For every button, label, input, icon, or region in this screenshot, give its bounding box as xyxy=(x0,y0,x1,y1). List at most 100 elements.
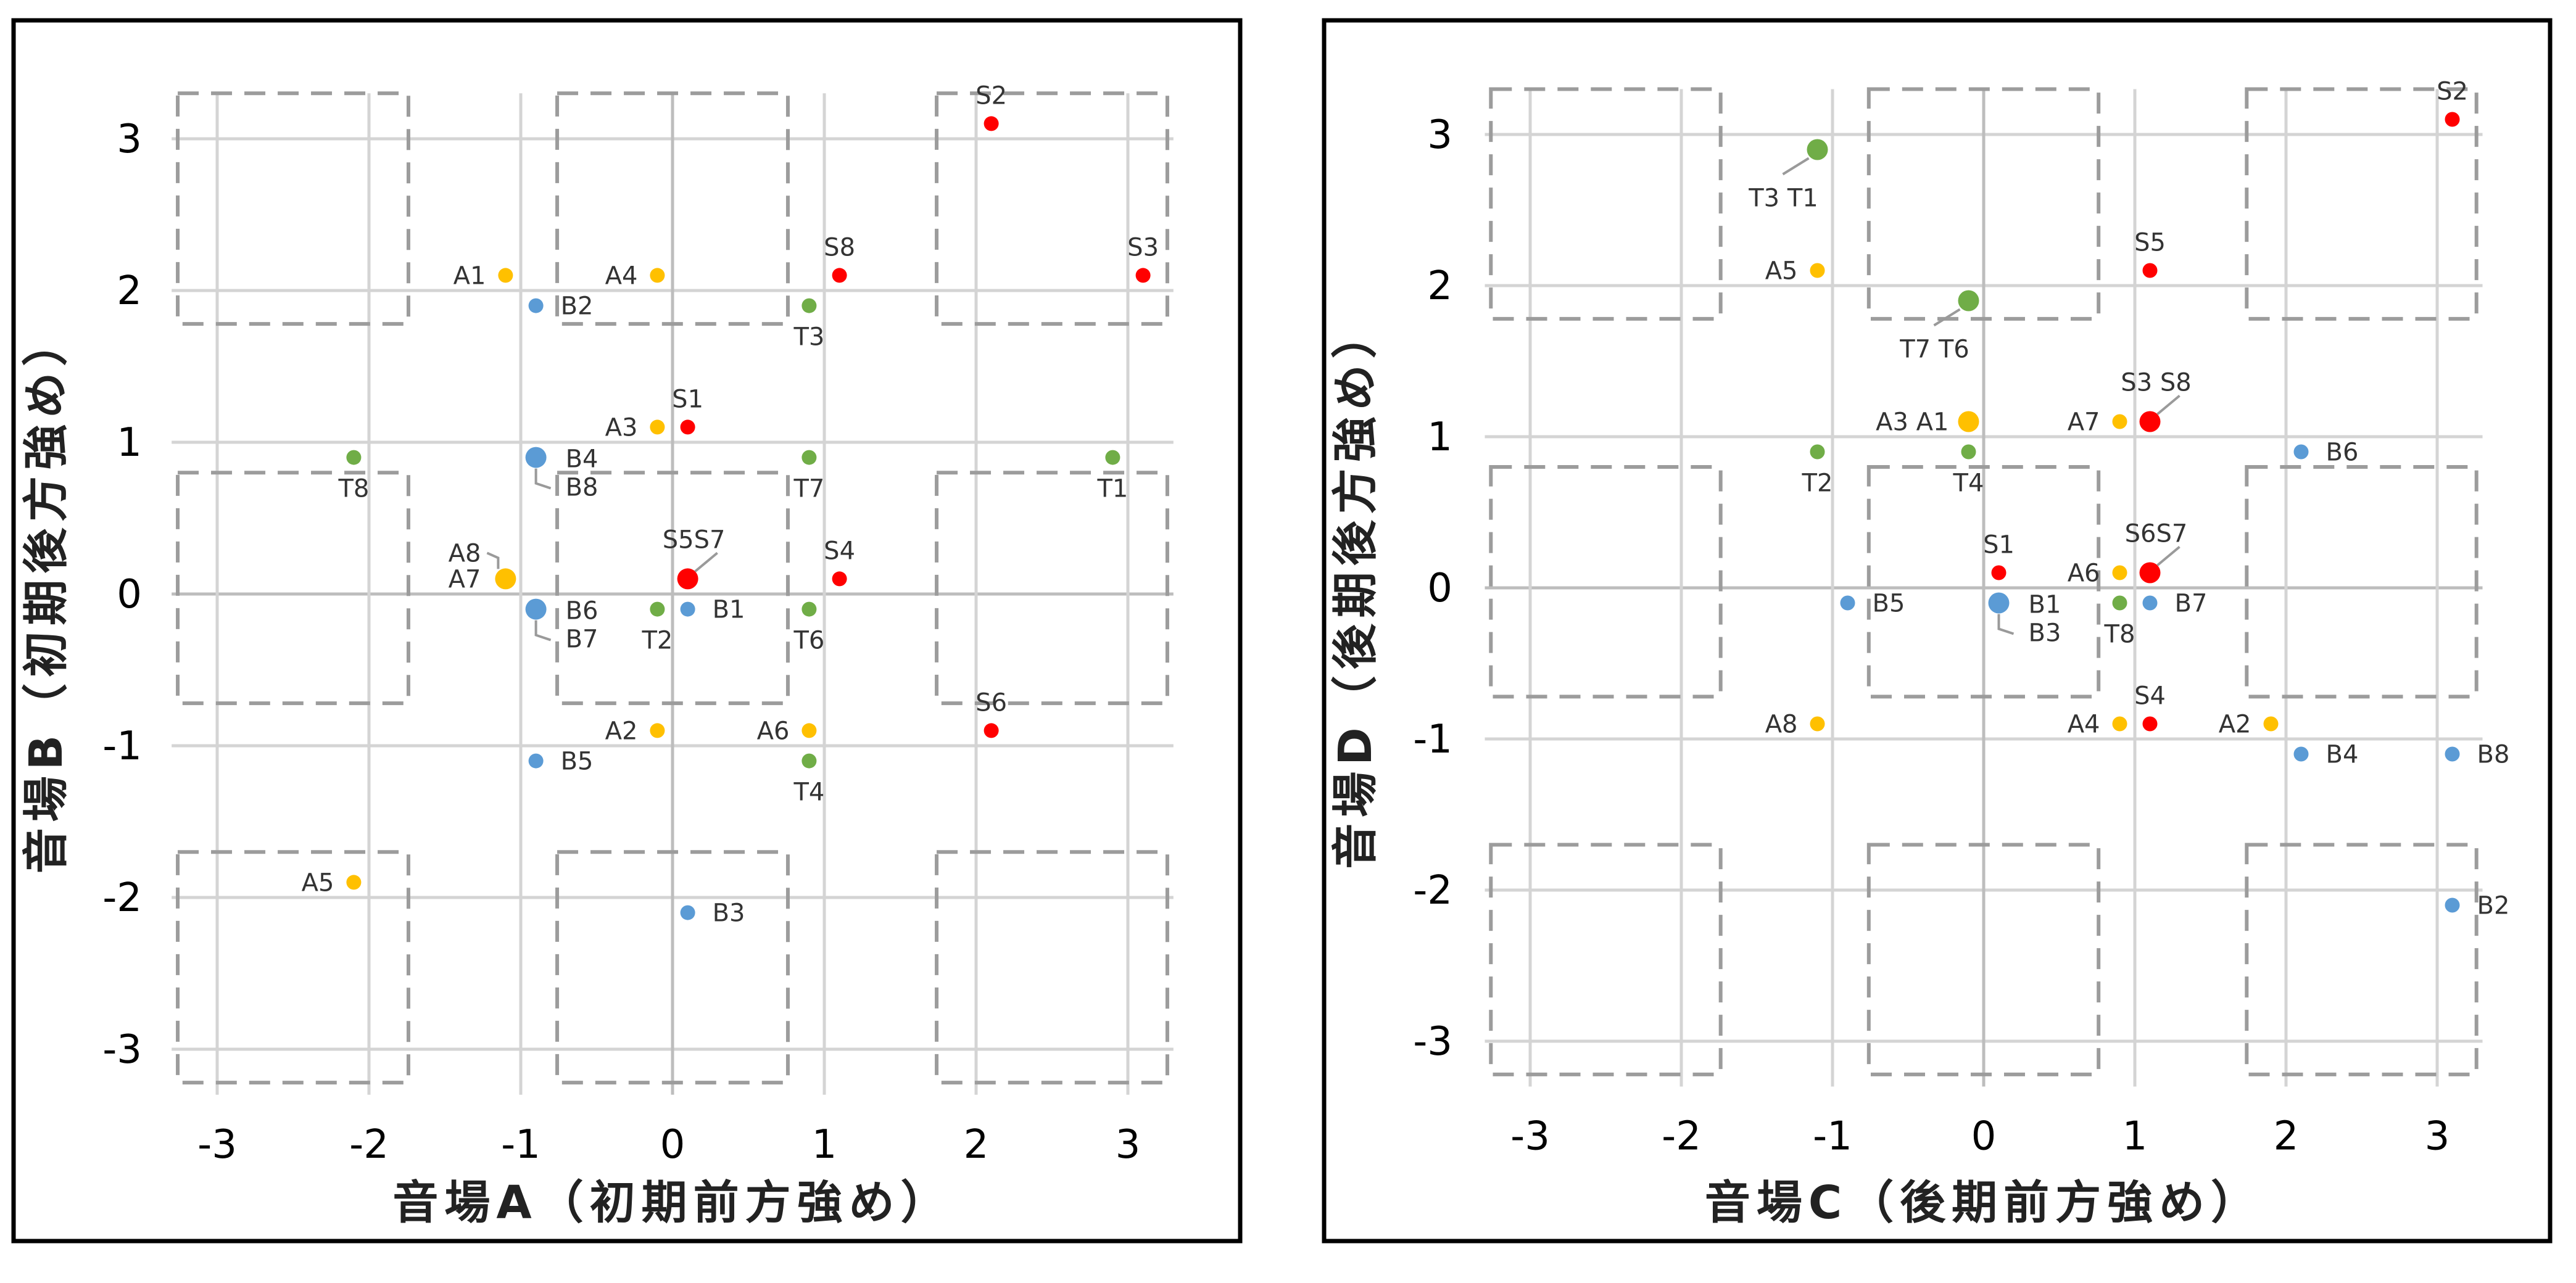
data-point xyxy=(528,753,544,769)
data-point xyxy=(677,568,698,590)
region-box xyxy=(1866,87,2101,321)
data-point xyxy=(2112,565,2127,580)
data-point xyxy=(2142,716,2158,732)
region-box xyxy=(1489,87,1723,321)
data-label: T2 xyxy=(641,627,673,655)
data-point xyxy=(2112,595,2127,611)
data-point xyxy=(984,723,999,738)
label-leader-line xyxy=(694,551,718,572)
data-point xyxy=(2142,263,2158,278)
y-tick-label: -3 xyxy=(1413,1019,1452,1065)
region-box xyxy=(176,850,410,1085)
data-point xyxy=(1135,268,1151,283)
data-label: A5 xyxy=(1765,257,1798,286)
data-label: A4 xyxy=(605,262,638,290)
data-point xyxy=(650,419,665,435)
data-point xyxy=(1958,290,1979,311)
data-label: A8 xyxy=(1765,711,1798,739)
region-box xyxy=(1866,843,2101,1076)
data-label: B3 xyxy=(2029,619,2061,648)
data-label: T6 xyxy=(793,627,824,655)
data-label: T7 T6 xyxy=(1899,336,1969,364)
data-point xyxy=(801,298,817,313)
data-point xyxy=(1807,139,1828,160)
y-tick-label: -3 xyxy=(102,1027,142,1073)
data-label: B1 xyxy=(713,596,745,624)
data-label: B2 xyxy=(2477,892,2510,920)
y-tick-label: 1 xyxy=(1427,415,1452,460)
data-label: B7 xyxy=(566,625,598,654)
label-leader-line xyxy=(486,551,500,569)
data-point xyxy=(832,268,847,283)
data-label: S8 xyxy=(824,233,855,262)
data-label: T2 xyxy=(1802,469,1833,498)
chart-panel-right: -3 -2 -1 0 1 2 3 3 2 1 0 -1 -2 -3 音場C（後期前方強め） 音場D（後期後方強… xyxy=(1322,18,2553,1244)
data-label: B5 xyxy=(561,748,594,776)
data-label: S5 xyxy=(2134,229,2166,257)
x-axis-title: 音場C（後期前方強め） xyxy=(1705,1176,2263,1229)
y-tick-label: 2 xyxy=(1427,263,1452,309)
region-box xyxy=(2245,465,2479,699)
data-point xyxy=(650,723,665,738)
y-tick-label: -1 xyxy=(1413,717,1452,762)
data-label: A3 xyxy=(605,413,638,442)
data-label: T4 xyxy=(793,778,824,807)
x-tick-label: -1 xyxy=(501,1122,540,1168)
x-tick-label: 0 xyxy=(660,1122,685,1168)
data-label: S2 xyxy=(2437,78,2468,106)
data-point xyxy=(346,450,362,465)
x-tick-label: 1 xyxy=(2123,1114,2148,1160)
label-leader-line xyxy=(2156,545,2180,567)
data-label: S4 xyxy=(824,537,855,565)
data-point xyxy=(1958,411,1979,432)
region-box xyxy=(176,91,410,326)
data-label: T8 xyxy=(2104,621,2135,649)
x-tick-label: -2 xyxy=(1662,1114,1701,1160)
y-tick-label: -1 xyxy=(102,724,142,769)
y-tick-label: 2 xyxy=(117,268,142,314)
data-label: S4 xyxy=(2134,682,2166,711)
data-point xyxy=(1991,565,2007,580)
data-label: T4 xyxy=(1953,469,1984,498)
data-label: S1 xyxy=(672,385,703,413)
data-label: T3 xyxy=(793,323,824,352)
region-box xyxy=(176,471,410,706)
region-box xyxy=(555,471,790,706)
y-tick-label: -2 xyxy=(1413,868,1452,914)
data-point xyxy=(2293,444,2309,460)
plot-frame xyxy=(11,18,1243,1244)
data-point xyxy=(801,450,817,465)
y-tick-label: 0 xyxy=(1427,566,1452,611)
data-label: T3 T1 xyxy=(1748,184,1818,213)
data-point xyxy=(525,447,547,468)
data-label: B7 xyxy=(2175,590,2208,618)
data-label: B8 xyxy=(2477,741,2510,769)
region-box xyxy=(935,850,1169,1085)
data-point xyxy=(2445,897,2460,913)
data-label: A1 xyxy=(453,262,486,290)
y-tick-label: -2 xyxy=(102,875,142,921)
plot-frame xyxy=(1322,18,2553,1244)
data-point xyxy=(2293,746,2309,762)
data-label: A7 xyxy=(449,565,481,593)
x-tick-label: 2 xyxy=(2274,1114,2299,1160)
data-label: T1 xyxy=(1096,475,1128,503)
data-label: A6 xyxy=(2068,559,2100,588)
data-label: S6S7 xyxy=(2125,520,2188,548)
data-point xyxy=(1105,450,1120,465)
data-label: B6 xyxy=(566,597,598,625)
data-point xyxy=(680,601,695,617)
data-point xyxy=(346,875,362,890)
region-box xyxy=(555,91,790,326)
data-point xyxy=(1961,444,1976,460)
y-tick-label: 3 xyxy=(1427,112,1452,158)
data-label: B4 xyxy=(566,445,598,474)
data-label: S3 S8 xyxy=(2121,369,2191,397)
data-point xyxy=(650,601,665,617)
data-label: A8 xyxy=(449,539,481,567)
data-label: A2 xyxy=(605,717,638,745)
data-point xyxy=(680,905,695,920)
label-leader-line xyxy=(534,620,552,642)
data-label: A3 A1 xyxy=(1876,408,1949,437)
data-point xyxy=(801,753,817,769)
